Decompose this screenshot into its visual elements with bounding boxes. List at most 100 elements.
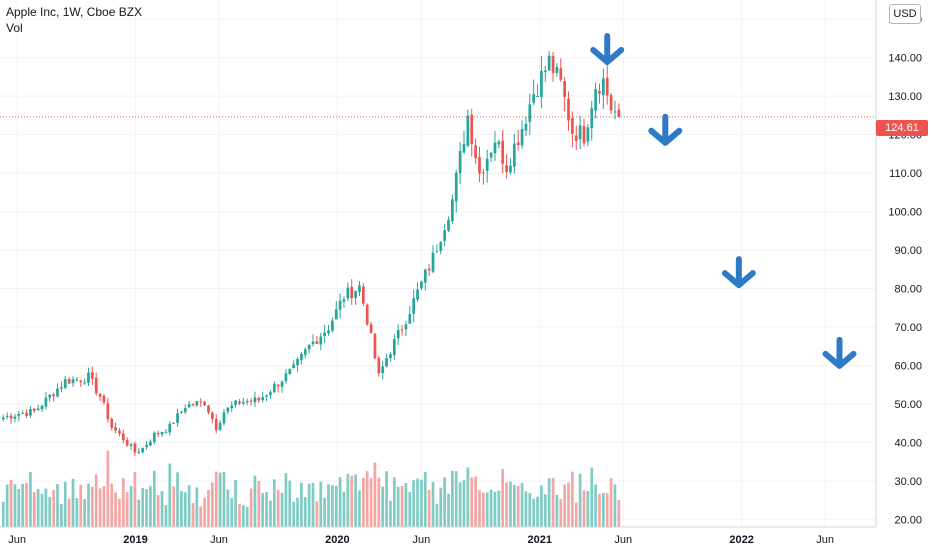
volume-bar [559,498,563,527]
volume-bar [416,478,419,527]
candle-body [354,290,357,298]
x-tick-label: 2021 [528,534,552,546]
symbol-title[interactable]: Apple Inc, 1W, Cboe BZX [6,5,143,19]
candle-body [613,111,617,113]
candle-body [106,403,110,420]
candle-body [331,320,334,331]
currency-button[interactable]: USD [889,4,921,24]
candle-body [470,114,474,144]
candle-body [133,443,137,453]
grid [0,0,876,527]
volume-bar [497,490,501,527]
volume-bar [594,484,597,527]
volume-bar [245,506,249,527]
volume-bar [191,503,195,527]
candle-body [249,400,253,402]
volume-bar [598,493,601,527]
candle-body [1,417,5,420]
volume-bar [300,482,303,527]
volume-bar [516,485,520,527]
y-tick-label: 90.00 [894,245,922,257]
candle-body [416,289,419,300]
candle-body [21,412,25,414]
candle-body [307,344,311,350]
candle-body [87,372,90,383]
volume-bar [307,483,311,527]
volume-bar [346,473,350,527]
x-axis: Jun 2019 Jun 2020 Jun 2021 Jun 2022 Jun [0,526,876,546]
volume-bar [121,478,125,527]
volume-bar [44,488,48,527]
volume-bar [180,490,183,527]
volume-bar [447,493,450,527]
volume-bar [342,491,346,527]
candle-body [497,141,501,145]
candle-body [516,142,520,146]
candle-body [547,55,551,71]
volume-bar [532,498,536,527]
volume-bar [218,472,222,527]
candle-body [389,354,392,359]
volume-bar [412,480,416,527]
candle-body [125,440,129,446]
candle-body [129,444,133,446]
volume-bar [114,492,117,527]
volume-bar [590,467,594,527]
volume-bar [617,500,621,527]
candle-body [156,433,160,435]
volume-bar [555,494,559,527]
candle-body [346,287,350,299]
candle-body [551,55,555,74]
volume-bar [396,486,400,527]
candle-body [5,415,9,417]
candle-body [180,411,183,413]
y-axis: 20.00 30.00 40.00 50.00 60.00 70.00 80.00 90.00… [875,0,922,527]
candle-body [102,395,106,403]
candle-body [594,89,597,111]
volume-bar [381,486,385,527]
candle-body [195,401,199,406]
x-tick-label: Jun [210,534,228,546]
candle-body [152,432,156,442]
volume-legend[interactable]: Vol [6,21,23,35]
candle-body [602,78,605,96]
volume-bar [536,496,539,527]
last-price-badge: 124.61 [876,120,928,136]
candle-body [284,373,288,382]
volume-bar [609,478,613,527]
volume-bar [439,487,443,527]
volume-bar [79,484,83,527]
candle-body [52,394,55,397]
volume-bar [106,450,110,527]
candle-body [555,66,559,73]
candle-body [423,269,427,283]
volume-bar [118,498,121,527]
candle-body [439,242,443,251]
volume-bar [551,478,555,527]
candle-body [261,397,265,401]
volume-bar [17,488,21,527]
candle-body [63,379,67,388]
volume-bar [63,481,67,527]
volume-bar [156,495,160,527]
volume-bar [60,503,63,527]
volume-bar [149,486,152,527]
candle-body [40,405,44,410]
y-tick-label: 80.00 [894,284,922,296]
volume-bar [102,486,106,527]
volume-bar [160,490,164,527]
volume-bar [238,504,241,527]
volume-bar [319,481,323,527]
volume-bar [87,483,90,527]
volume-bar [56,484,59,527]
volume-bar [567,482,570,527]
volume-bar [327,484,330,527]
x-tick-label: Jun [413,534,431,546]
volume-bar [168,463,172,527]
volume-bar [528,493,532,527]
candle-body [160,431,164,435]
y-tick-label: 60.00 [894,360,922,372]
volume-bar [203,497,206,527]
candle-body [493,142,497,154]
